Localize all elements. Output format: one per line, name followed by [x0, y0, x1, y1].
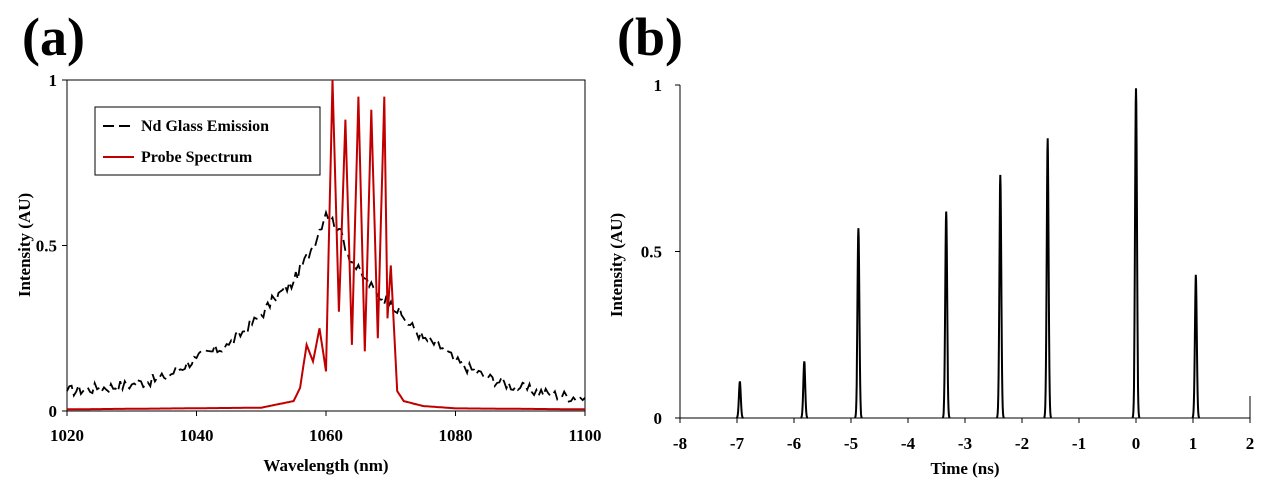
chart-b: 0 0.5 1 -8 -7 -6 -5 -4 -3 -2 -1 0 1 2 Time (ns) Inte…	[607, 76, 1254, 478]
x-tick-label-b: -4	[901, 434, 916, 453]
y-tick-label-a: 1	[49, 71, 58, 90]
x-axis-title-a: Wavelength (nm)	[263, 456, 388, 475]
pulse-peak	[941, 211, 951, 419]
x-tick-label-a: 1060	[309, 426, 343, 445]
pulse-peak	[854, 228, 863, 419]
y-tick-label-a: 0.5	[36, 237, 57, 256]
x-tick-label-a: 1020	[50, 426, 84, 445]
chart-a: 0 0.5 1 1020 1040 1060 1080 1100 Nd Glass Emis…	[15, 71, 602, 475]
x-tick-label-b: 2	[1246, 434, 1255, 453]
x-tick-label-b: 0	[1132, 434, 1141, 453]
pulse-peak	[1043, 138, 1053, 419]
x-tick-label-b: 1	[1189, 434, 1198, 453]
y-tick-label-b: 0	[654, 409, 663, 428]
pulse-peak	[1131, 88, 1141, 419]
series-nd-glass-emission	[66, 209, 586, 403]
panel-label-a: (a)	[22, 7, 85, 67]
x-tick-label-a: 1040	[180, 426, 214, 445]
x-tick-label-b: -2	[1015, 434, 1029, 453]
y-tick-label-a: 0	[49, 402, 58, 421]
legend-box	[94, 106, 321, 176]
legend-a: Nd Glass Emission Probe Spectrum	[94, 106, 321, 176]
series-probe-spectrum	[67, 79, 585, 411]
x-axis-title-b: Time (ns)	[930, 459, 999, 478]
x-tick-label-b: -6	[787, 434, 801, 453]
panel-label-b: (b)	[617, 7, 683, 67]
x-tick-label-b: -8	[673, 434, 687, 453]
pulse-peak	[995, 174, 1005, 419]
x-tick-label-b: -1	[1072, 434, 1086, 453]
x-tick-label-b: -7	[730, 434, 745, 453]
x-tick-label-b: -5	[844, 434, 858, 453]
y-axis-title-a: Intensity (AU)	[15, 193, 34, 297]
legend-label-emission: Nd Glass Emission	[141, 118, 269, 135]
y-axis-title-b: Intensity (AU)	[607, 213, 626, 317]
pulse-peak	[1191, 274, 1201, 419]
pulse-peak	[735, 381, 744, 419]
x-tick-label-b: -3	[958, 434, 972, 453]
legend-label-probe: Probe Spectrum	[141, 149, 253, 166]
pulse-peak	[800, 361, 809, 419]
x-tick-label-a: 1100	[568, 426, 601, 445]
y-tick-label-b: 0.5	[641, 243, 662, 262]
y-tick-label-b: 1	[654, 76, 663, 95]
x-tick-label-a: 1080	[439, 426, 473, 445]
